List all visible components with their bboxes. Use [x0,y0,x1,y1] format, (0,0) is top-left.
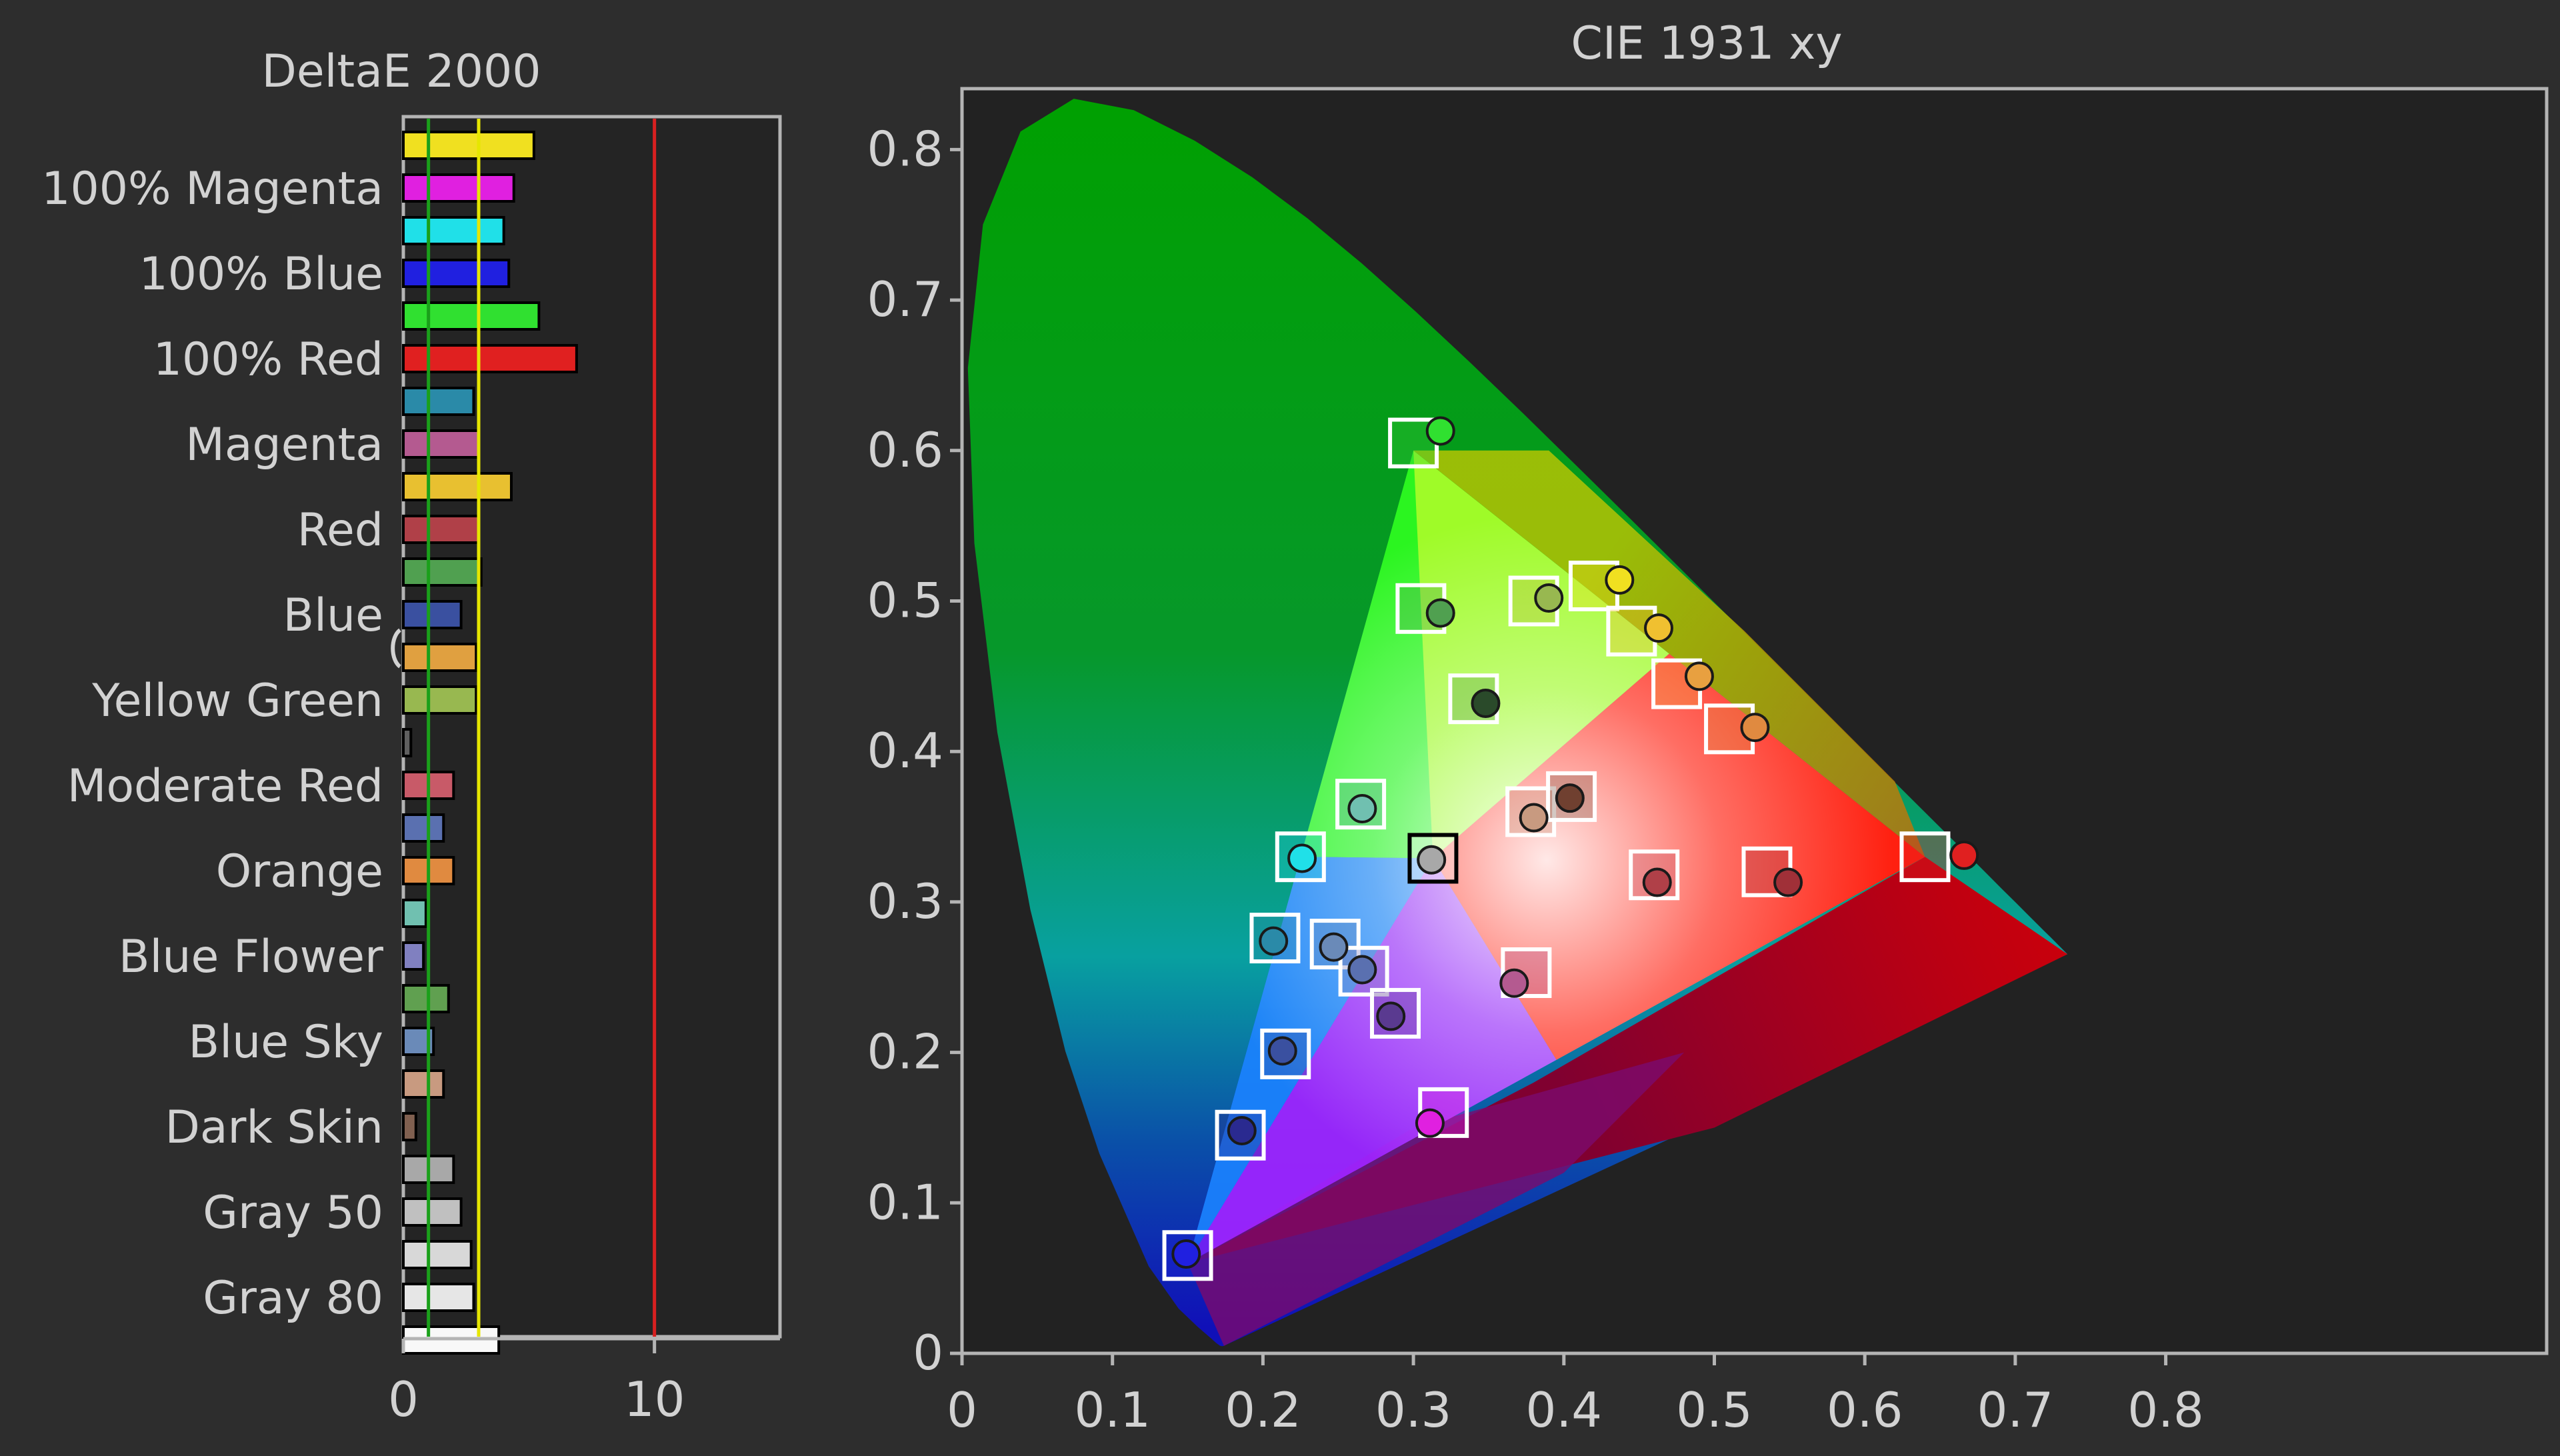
deltae-bar [402,941,425,971]
cie-measured-point [1534,583,1564,613]
deltae-bar-label: Blue Sky [189,1016,383,1069]
cie-x-tick-label: 0.1 [1074,1382,1151,1438]
cie-measured-point [1347,955,1377,985]
cie-measured-point [1605,565,1635,595]
purple-region [1187,1052,1685,1346]
cie-measured-point [1425,416,1455,446]
cie-target-square [1899,831,1951,883]
deltae-bars [402,131,578,1355]
deltae-bar [402,344,578,373]
cie-measured-point [1417,845,1447,875]
cie-measured-point [1643,613,1673,643]
deltae-bar-label: Gray 80 [203,1272,383,1325]
deltae-bar [402,216,505,245]
cie-measured-point [1267,1036,1297,1066]
cie-measured-points [1171,416,1979,1269]
deltae-bar [402,643,478,672]
cie-measured-point [1642,867,1672,897]
cie-y-tick-label: 0 [913,1325,943,1381]
cie-measured-point [1347,793,1377,823]
cie-measured-point [1684,661,1714,691]
deltae-bar [402,515,480,544]
cie-y-tick-label: 0.8 [867,121,943,177]
deltae-bar-label: Red [297,504,383,557]
cie-y-tick-label: 0.6 [867,422,943,478]
cie-y-tick-label: 0.1 [867,1174,943,1230]
deltae-bar [402,984,450,1013]
cie-y-tick-label: 0.7 [867,271,943,327]
deltae-bar [402,387,475,416]
deltae-bar [402,557,483,587]
cie-x-tick-label: 0 [947,1382,977,1438]
cie-x-tick-label: 0.3 [1375,1382,1452,1438]
cie-measured-point [1287,843,1317,873]
deltae-bar-label: Gray 50 [203,1187,383,1239]
deltae-bar [402,899,427,928]
cie-measured-point [1555,783,1585,813]
deltae-plot-area [401,115,782,1339]
cie-measured-point [1425,598,1455,628]
deltae-bar [402,1197,463,1227]
deltae-bar-label: Dark Skin [165,1101,383,1154]
deltae-thresholds [427,119,657,1337]
cie-measured-point [1227,1115,1257,1145]
cie-x-tick-label: 0.6 [1827,1382,1903,1438]
deltae-bar [402,472,513,501]
deltae-bar [402,600,463,629]
cie-y-tick-label: 0.2 [867,1024,943,1080]
deltae-bar [402,301,541,331]
deltae-bar-label: 100% Blue [139,248,384,301]
cie-y-tick-label: 0.5 [867,573,943,629]
deltae-bar [402,1112,417,1141]
deltae-title: DeltaE 2000 [261,45,541,98]
cie-y-tick-label: 0.3 [867,873,943,929]
cie-x-ticks: 0 0.1 0.2 0.3 0.4 0.5 0.6 0.7 0.8 [947,1353,2204,1438]
cie-measured-point [1949,840,1979,870]
deltae-bar [402,1069,445,1099]
cie-y-tick-label: 0.4 [867,723,943,779]
yellow-region [1413,450,1925,857]
cie-measured-point [1415,1108,1445,1138]
deltae-bar [402,259,511,288]
deltae-x-tick-label: 10 [624,1371,685,1427]
cie-x-tick-label: 0.8 [2127,1382,2204,1438]
cie-y-ticks: 0 0.1 0.2 0.3 0.4 0.5 0.6 0.7 0.8 [867,121,962,1381]
deltae-x-ticks [401,1339,657,1353]
deltae-bar [402,429,480,459]
deltae-bar-label: Moderate Red [67,760,383,813]
cie-measured-point [1171,1239,1201,1269]
cie-x-tick-label: 0.2 [1225,1382,1301,1438]
cie-measured-point [1519,803,1549,833]
cie-measured-point [1471,688,1501,718]
cie-measured-point [1259,926,1289,956]
cie-measured-point [1740,713,1770,743]
deltae-bar-label: Blue [283,589,383,642]
cie-title: CIE 1931 xy [1571,17,1842,70]
deltae-bar [402,1283,475,1312]
deltae-bar-label: Blue Flower [119,931,383,983]
cie-x-tick-label: 0.4 [1526,1382,1603,1438]
deltae-bar [402,173,515,203]
cie-measured-point [1773,867,1803,897]
deltae-bar [402,728,413,757]
deltae-bar-label: Yellow Green [91,675,383,727]
cie-measured-point [1376,1001,1406,1031]
deltae-cut-off-marker [391,628,401,669]
cie-x-tick-label: 0.5 [1676,1382,1753,1438]
deltae-bar-label: Orange [216,845,383,898]
cie-x-tick-label: 0.7 [1977,1382,2054,1438]
deltae-bar [402,1240,473,1269]
deltae-bar [402,813,445,843]
deltae-bar-label: 100% Magenta [41,163,383,215]
deltae-bar [402,685,478,715]
deltae-bar-label: 100% Red [153,333,383,386]
deltae-bar-label: Magenta [185,419,383,471]
deltae-bar [402,131,535,160]
deltae-x-tick-label: 0 [388,1371,419,1427]
cie-measured-point [1499,968,1529,998]
cie-measured-point [1319,932,1349,962]
deltae-x-tick-labels: 0 10 [388,1371,685,1427]
deltae-category-labels: 100% Magenta 100% Blue 100% Red Magenta Red B… [41,163,383,1325]
